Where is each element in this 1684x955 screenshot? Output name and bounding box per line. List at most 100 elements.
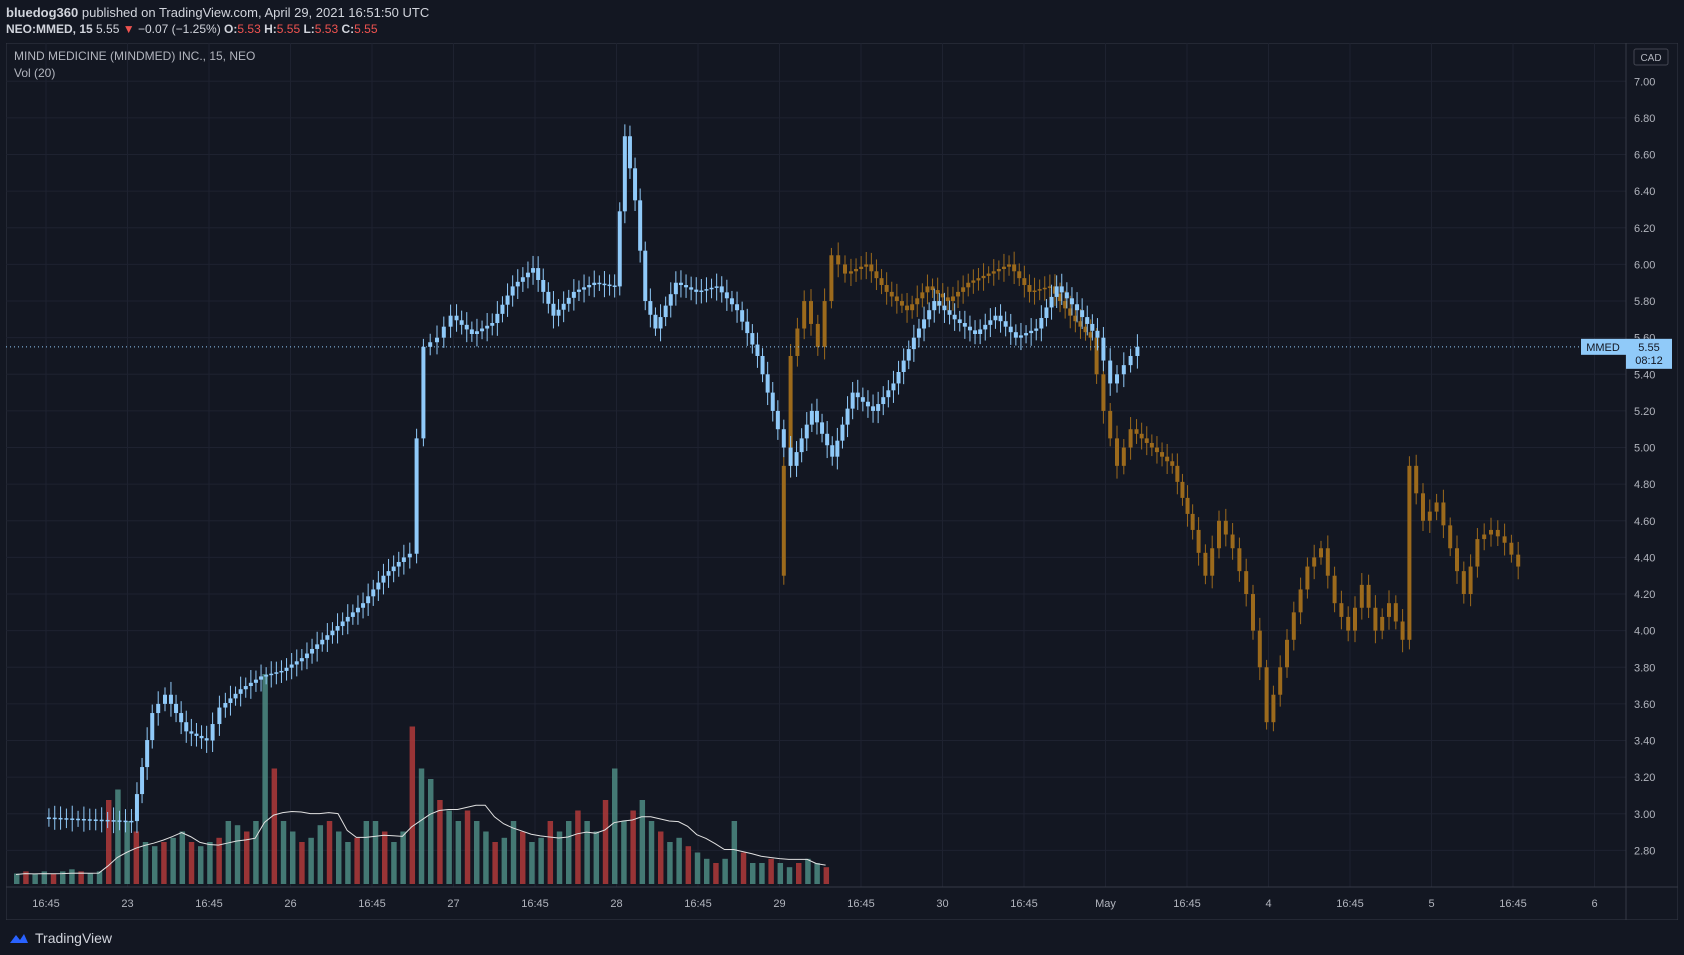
projection-candle-body — [1032, 290, 1037, 293]
candle-body — [414, 438, 419, 554]
tradingview-logo[interactable]: TradingView — [8, 930, 112, 946]
publisher-name[interactable]: bluedog360 — [6, 5, 79, 20]
projection-candle-body — [1509, 542, 1514, 555]
volume-bar — [437, 800, 443, 884]
candle-body — [1108, 360, 1113, 384]
price-chart[interactable]: 2.80 3.00 3.20 3.40 3.60 3.80 4.00 4.20 4.40 4.60… — [6, 43, 1678, 920]
candle-body — [407, 553, 412, 558]
projection-candle-body — [795, 328, 800, 356]
published-text: published on TradingView.com, April 29, … — [78, 5, 430, 20]
projection-candle-body — [940, 293, 945, 298]
candle-body — [957, 319, 962, 324]
volume-bar — [60, 871, 66, 884]
projection-candle-body — [1516, 554, 1521, 567]
projection-candle-body — [956, 291, 961, 297]
projection-candle-body — [961, 287, 966, 292]
candle-body — [612, 285, 617, 287]
candle-body — [546, 291, 551, 304]
candle-body — [755, 344, 760, 356]
ticker-tag-bg — [1581, 338, 1626, 355]
candle-body — [1095, 330, 1100, 338]
price-change: −0.07 (−1.25%) — [137, 22, 221, 36]
candle-body — [76, 818, 81, 821]
open-label: O: — [224, 22, 238, 36]
price-axis[interactable]: 2.80 3.00 3.20 3.40 3.60 3.80 4.00 4.20 4.40 4.60… — [1634, 76, 1655, 857]
candle-body — [962, 323, 967, 327]
candle-body — [515, 281, 520, 287]
projection-candle-body — [950, 296, 955, 302]
candle-body — [871, 406, 876, 411]
projection-candle-body — [1190, 513, 1195, 530]
candle-body — [1080, 310, 1085, 318]
projection-candle-body — [935, 290, 940, 294]
candle-body — [117, 820, 122, 822]
candle-body — [998, 315, 1003, 322]
last-price: 5.55 — [96, 22, 120, 36]
candle-body — [1024, 333, 1029, 336]
close-value: 5.55 — [354, 22, 378, 36]
price-tag-bg — [1626, 338, 1672, 369]
x-tick-label: 16:45 — [1499, 898, 1527, 910]
projection-candle-body — [986, 273, 991, 276]
volume-bar — [685, 846, 692, 884]
candle-body — [464, 324, 469, 330]
candle-body — [156, 703, 161, 714]
candle-body — [750, 333, 755, 345]
currency-box[interactable] — [1633, 48, 1669, 66]
candle-body — [184, 722, 189, 732]
candle-body — [633, 168, 638, 201]
projection-candle-body — [1223, 520, 1228, 535]
projection-candle-body — [1407, 465, 1412, 640]
candle-body — [335, 626, 340, 631]
projection-candle-body — [1149, 442, 1154, 448]
volume-bar — [474, 821, 480, 884]
projection-candle-body — [1154, 447, 1159, 453]
y-tick-label: 5.40 — [1634, 369, 1655, 381]
x-tick-label: 16:45 — [1010, 898, 1038, 910]
candle-body — [510, 286, 515, 296]
candle-body — [1135, 346, 1140, 356]
candle-body — [825, 433, 830, 446]
volume-bar — [382, 831, 388, 884]
volume-bar — [621, 821, 627, 884]
candle-body — [729, 298, 734, 305]
projection-candle-body — [864, 264, 869, 267]
projection-series — [781, 242, 1521, 732]
y-tick-label: 5.80 — [1634, 296, 1655, 308]
candle-body — [561, 303, 566, 310]
candle-body — [259, 676, 264, 680]
candle-body — [381, 575, 386, 583]
projection-candle-body — [809, 301, 813, 324]
time-axis[interactable]: 16:45 23 16:45 26 16:45 27 16:45 28 16:45 29 16:45… — [32, 898, 1597, 910]
candlestick-series — [46, 124, 1140, 834]
open-value: 5.53 — [237, 22, 261, 36]
candle-body — [1085, 317, 1090, 324]
candle-body — [495, 313, 500, 324]
currency-label: CAD — [1640, 53, 1661, 64]
volume-bar — [290, 831, 296, 884]
projection-candle-body — [1339, 603, 1344, 617]
candle-body — [355, 607, 360, 613]
y-tick-label: 3.80 — [1634, 662, 1655, 674]
projection-candle-body — [1502, 536, 1507, 543]
volume-bar — [244, 831, 250, 884]
candle-body — [310, 648, 315, 654]
projection-candle-body — [1185, 497, 1190, 514]
projection-candle-body — [1278, 667, 1283, 695]
projection-candle-body — [1210, 548, 1215, 576]
candle-body — [253, 679, 258, 683]
candle-body — [46, 817, 51, 819]
projection-candle-body — [1257, 630, 1262, 668]
volume-bar — [483, 831, 489, 884]
projection-candle-body — [1139, 433, 1144, 439]
y-tick-label: 6.60 — [1634, 150, 1655, 162]
candle-body — [531, 268, 536, 273]
candle-body — [480, 328, 485, 332]
candle-body — [814, 410, 819, 423]
candle-body — [592, 282, 597, 286]
candle-body — [684, 285, 689, 288]
candle-body — [881, 397, 886, 405]
candle-body — [1044, 307, 1049, 318]
low-label: L: — [303, 22, 315, 36]
projection-candle-body — [1027, 285, 1032, 292]
